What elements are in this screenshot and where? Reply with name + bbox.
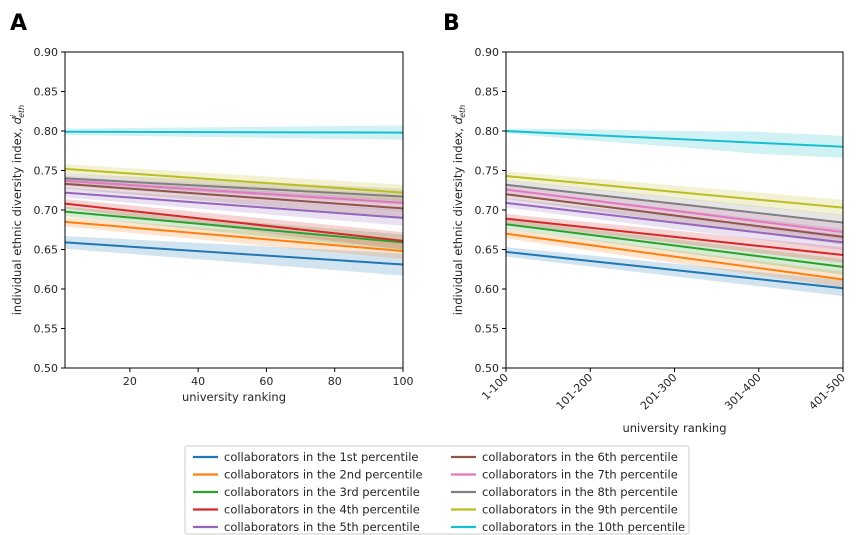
series-line-7 bbox=[505, 188, 844, 234]
y-tick-label: 0.60 bbox=[34, 283, 59, 296]
confidence-band-6 bbox=[506, 189, 843, 245]
y-tick-label: 0.50 bbox=[475, 362, 500, 375]
series-line-9 bbox=[64, 167, 404, 194]
legend-label-3: collaborators in the 3rd percentile bbox=[224, 485, 420, 499]
series-line-2 bbox=[64, 220, 404, 253]
series-line-10 bbox=[505, 130, 844, 148]
y-tick-label: 0.50 bbox=[34, 362, 59, 375]
x-tick-label: 401-500 bbox=[806, 371, 848, 413]
confidence-band-6 bbox=[65, 179, 403, 218]
x-tick-label: 101-200 bbox=[554, 371, 596, 413]
confidence-band-4 bbox=[506, 213, 843, 263]
panel-b: B 0.50 0.55 0.60 0.65 0.70 0.75 0.80 0.85 0.90 1-1… bbox=[443, 11, 848, 435]
y-tick-label: 0.80 bbox=[34, 125, 59, 138]
confidence-band-4 bbox=[65, 198, 403, 250]
legend-label-10: collaborators in the 10th percentile bbox=[482, 520, 685, 534]
y-tick-label: 0.65 bbox=[475, 244, 500, 257]
x-axis-label: university ranking bbox=[182, 390, 286, 404]
series-line-8 bbox=[64, 177, 404, 198]
x-tick-label: 100 bbox=[393, 375, 414, 388]
legend-label-7: collaborators in the 7th percentile bbox=[482, 468, 678, 482]
confidence-band-5 bbox=[506, 198, 843, 251]
confidence-band-2 bbox=[506, 228, 843, 288]
series-line-9 bbox=[505, 175, 844, 209]
series-line-6 bbox=[64, 182, 404, 210]
y-tick-label: 0.65 bbox=[34, 244, 59, 257]
legend-label-1: collaborators in the 1st percentile bbox=[224, 450, 418, 464]
y-tick-label: 0.55 bbox=[34, 323, 59, 336]
y-tick-label: 0.75 bbox=[475, 165, 500, 178]
x-axis-label: university ranking bbox=[622, 421, 726, 435]
x-tick-label: 301-400 bbox=[722, 371, 764, 413]
panel-a: A 0.50 0.55 0.60 0.65 0.70 0.75 0.80 0.85 0.90 20 4… bbox=[9, 11, 414, 404]
x-tick-label: 201-300 bbox=[638, 371, 680, 413]
y-tick-label: 0.75 bbox=[34, 165, 59, 178]
y-tick-label: 0.90 bbox=[475, 46, 500, 59]
y-axis-label: individual ethnic diversity index, dieth bbox=[450, 105, 467, 316]
series-line-4 bbox=[64, 202, 404, 242]
x-tick-label: 20 bbox=[123, 375, 137, 388]
series-line-5 bbox=[505, 201, 844, 244]
series-line-2 bbox=[505, 232, 844, 281]
series-line-4 bbox=[505, 217, 844, 257]
legend-label-9: collaborators in the 9th percentile bbox=[482, 503, 678, 517]
confidence-band-5 bbox=[65, 187, 403, 226]
series-line-1 bbox=[64, 241, 404, 266]
series-line-3 bbox=[505, 223, 844, 268]
y-tick-label: 0.85 bbox=[475, 86, 500, 99]
legend-label-5: collaborators in the 5th percentile bbox=[224, 520, 420, 534]
confidence-band-1 bbox=[506, 247, 843, 297]
confidence-band-9 bbox=[506, 171, 843, 216]
y-tick-label: 0.70 bbox=[34, 204, 59, 217]
series-line-1 bbox=[505, 250, 844, 290]
legend: collaborators in the 1st percentile colla… bbox=[184, 445, 690, 535]
confidence-band-3 bbox=[506, 219, 843, 275]
series-line-7 bbox=[64, 179, 404, 204]
confidence-band-1 bbox=[65, 236, 403, 276]
legend-label-8: collaborators in the 8th percentile bbox=[482, 485, 678, 499]
series-line-8 bbox=[505, 183, 844, 224]
series-line-5 bbox=[64, 191, 404, 219]
legend-label-4: collaborators in the 4th percentile bbox=[224, 503, 420, 517]
confidence-band-2 bbox=[65, 217, 403, 259]
legend-label-6: collaborators in the 6th percentile bbox=[482, 450, 678, 464]
series-line-6 bbox=[505, 193, 844, 238]
y-tick-label: 0.80 bbox=[475, 125, 500, 138]
panel-letter: B bbox=[443, 11, 460, 36]
legend-box bbox=[184, 445, 690, 535]
confidence-band-3 bbox=[65, 206, 403, 251]
y-tick-label: 0.85 bbox=[34, 86, 59, 99]
series-line-10 bbox=[64, 130, 404, 134]
x-tick-label: 60 bbox=[259, 375, 273, 388]
y-axis-label: individual ethnic diversity index, dieth bbox=[9, 105, 26, 316]
panel-letter: A bbox=[10, 11, 27, 36]
x-tick-label: 80 bbox=[328, 375, 342, 388]
x-tick-label: 1-100 bbox=[479, 371, 511, 403]
y-tick-label: 0.55 bbox=[475, 323, 500, 336]
x-tick-label: 40 bbox=[191, 375, 205, 388]
y-tick-label: 0.60 bbox=[475, 283, 500, 296]
series-line-3 bbox=[64, 210, 404, 244]
confidence-band-8 bbox=[506, 179, 843, 231]
legend-label-2: collaborators in the 2nd percentile bbox=[224, 468, 423, 482]
y-tick-label: 0.90 bbox=[34, 46, 59, 59]
y-tick-label: 0.70 bbox=[475, 204, 500, 217]
